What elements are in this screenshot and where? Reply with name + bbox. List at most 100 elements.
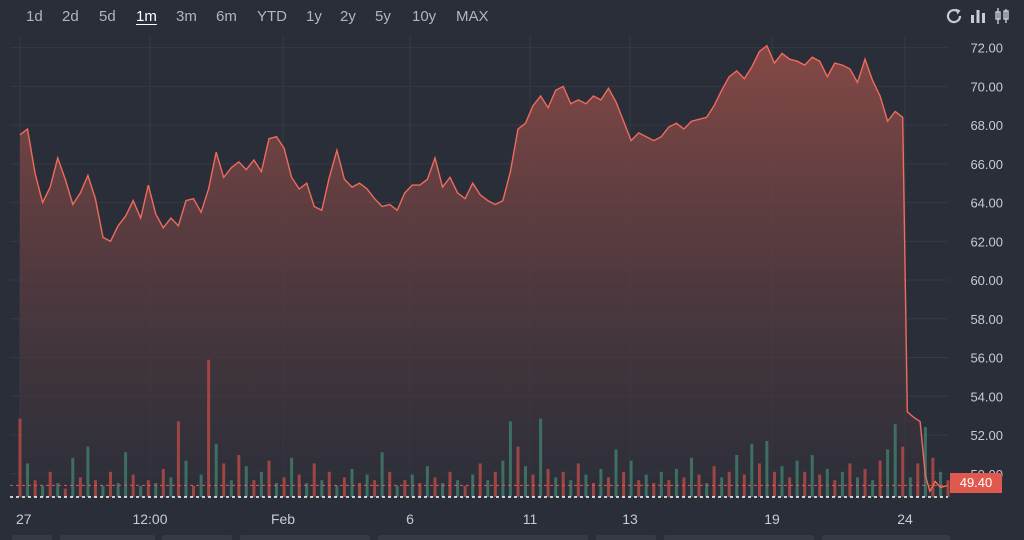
volume-bar [584, 474, 588, 497]
volume-bar [342, 477, 346, 497]
volume-bar [139, 485, 143, 497]
range-button-2y[interactable]: 2y [340, 8, 356, 25]
volume-bar [720, 477, 724, 497]
volume-bar [690, 457, 693, 497]
volume-bar [146, 480, 150, 497]
volume-bar [674, 469, 678, 497]
volume-bar [33, 480, 37, 497]
x-tick-label: 11 [523, 511, 538, 527]
volume-bar [184, 460, 188, 497]
volume-bar [501, 460, 505, 497]
volume-bar [131, 474, 135, 497]
range-button-5y[interactable]: 5y [375, 8, 391, 25]
y-tick-label: 52.00 [970, 428, 1003, 443]
y-tick-label: 66.00 [970, 157, 1003, 172]
volume-bar [607, 477, 610, 497]
x-axis: 27 12:00 Feb 6 11 13 19 24 [16, 511, 913, 527]
volume-bar [916, 463, 920, 497]
volume-bar [856, 477, 859, 497]
volume-bar [101, 485, 105, 497]
x-tick-label: 12:00 [132, 511, 167, 527]
volume-bar [591, 483, 595, 497]
volume-bar [637, 480, 641, 497]
volume-bar [939, 471, 942, 497]
y-tick-label: 72.00 [970, 41, 1003, 56]
volume-bar [358, 483, 361, 497]
volume-bar [946, 480, 950, 497]
volume-bar [448, 471, 452, 497]
volume-bar [124, 452, 128, 497]
volume-bar [750, 443, 754, 497]
range-button-1m[interactable]: 1m [136, 8, 157, 25]
range-button-3m[interactable]: 3m [176, 8, 197, 25]
volume-bar [493, 471, 497, 497]
volume-bar [554, 477, 558, 497]
y-tick-label: 64.00 [970, 196, 1003, 211]
volume-bar [312, 463, 316, 497]
x-tick-label: Feb [271, 511, 295, 527]
volume-bar [780, 466, 784, 497]
volume-bar [825, 469, 829, 497]
volume-bar [109, 471, 112, 497]
candlestick-icon[interactable] [992, 6, 1012, 26]
navigator-strip[interactable] [0, 532, 1024, 540]
volume-bar [207, 359, 211, 497]
volume-bar [18, 418, 22, 497]
volume-bar [290, 457, 294, 497]
bar-chart-icon[interactable] [968, 6, 988, 26]
volume-bar [546, 469, 550, 497]
range-button-6m[interactable]: 6m [216, 8, 237, 25]
volume-bar [788, 477, 792, 497]
x-tick-label: 13 [622, 511, 638, 527]
y-tick-label: 62.00 [970, 234, 1003, 249]
volume-bar [818, 474, 822, 497]
range-button-10y[interactable]: 10y [412, 8, 437, 25]
volume-bar [222, 463, 226, 497]
y-tick-label: 70.00 [970, 79, 1003, 94]
range-button-1d[interactable]: 1d [26, 8, 43, 25]
volume-bar [425, 466, 429, 497]
volume-bar [176, 421, 180, 497]
volume-bar [244, 466, 248, 497]
x-tick-label: 24 [897, 511, 913, 527]
volume-bar [63, 488, 67, 497]
refresh-icon[interactable] [944, 6, 964, 26]
y-tick-label: 68.00 [970, 118, 1003, 133]
range-button-5d[interactable]: 5d [99, 8, 116, 25]
volume-bar [576, 463, 580, 497]
volume-bar [705, 483, 709, 497]
volume-bar [833, 480, 837, 497]
volume-bar [169, 477, 173, 497]
x-tick-label: 27 [16, 511, 32, 527]
range-button-1y[interactable]: 1y [306, 8, 322, 25]
volume-bar [456, 480, 460, 497]
volume-bar [848, 463, 852, 497]
range-button-2d[interactable]: 2d [62, 8, 79, 25]
volume-bar [878, 460, 882, 497]
volume-bar [667, 480, 671, 497]
volume-bar [41, 485, 45, 497]
volume-bar [365, 474, 369, 497]
volume-bar [154, 483, 158, 497]
x-tick-label: 19 [764, 511, 780, 527]
volume-bar [320, 480, 324, 497]
range-button-max[interactable]: MAX [456, 8, 489, 25]
price-line [19, 44, 949, 494]
volume-bar [26, 463, 29, 497]
volume-bar [305, 483, 309, 497]
volume-bar [508, 421, 512, 497]
range-button-ytd[interactable]: YTD [257, 8, 287, 25]
volume-bar [229, 480, 233, 497]
volume-bar [380, 452, 384, 497]
price-area [20, 45, 948, 497]
volume-bar [56, 483, 60, 497]
volume-bar [237, 455, 241, 497]
volume-bar [192, 485, 195, 497]
volume-bar [735, 455, 739, 497]
volume-bar [335, 485, 339, 497]
volume-bar [441, 483, 444, 497]
volume-bar [757, 463, 761, 497]
volume-bar [71, 457, 75, 497]
